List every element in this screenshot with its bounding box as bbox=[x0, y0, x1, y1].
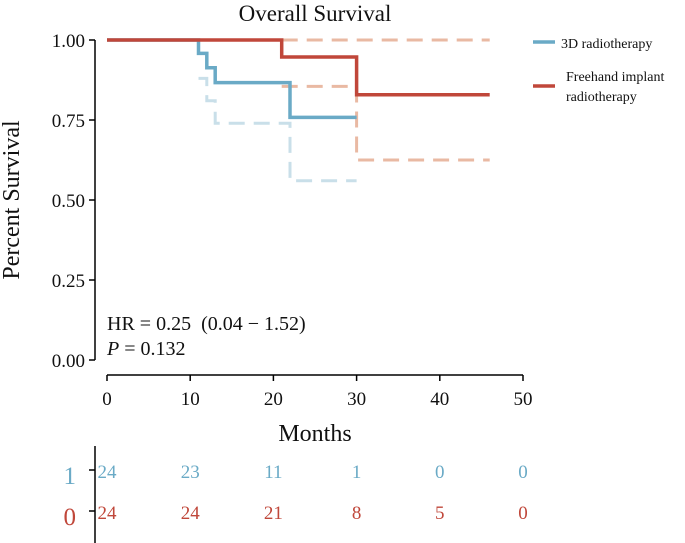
chart-title: Overall Survival bbox=[239, 1, 392, 26]
risk-count: 1 bbox=[352, 462, 362, 483]
risk-count: 23 bbox=[181, 462, 200, 483]
ci-lower-3d bbox=[198, 76, 357, 183]
p-value: = 0.132 bbox=[119, 338, 185, 360]
y-tick-label: 0.50 bbox=[52, 191, 85, 212]
legend-label-3d: 3D radiotherapy bbox=[561, 37, 652, 52]
x-tick-label: 10 bbox=[181, 389, 200, 410]
ci-lower-fh bbox=[281, 84, 490, 162]
x-axis-ticks: 0 10 20 30 40 50 bbox=[102, 375, 533, 410]
risk-count: 24 bbox=[98, 462, 118, 483]
p-value-annotation: P = 0.132 bbox=[106, 338, 186, 360]
x-tick-label: 30 bbox=[347, 389, 366, 410]
risk-count: 0 bbox=[518, 503, 528, 524]
risk-count: 0 bbox=[518, 462, 528, 483]
y-tick-label: 0.75 bbox=[52, 111, 85, 132]
y-tick-label: 0.25 bbox=[52, 271, 85, 292]
p-label: P bbox=[106, 338, 119, 360]
risk-count: 11 bbox=[264, 462, 282, 483]
x-tick-label: 0 bbox=[102, 389, 112, 410]
x-tick-label: 20 bbox=[264, 389, 283, 410]
x-axis-label: Months bbox=[278, 421, 351, 447]
y-tick-label: 0.00 bbox=[52, 351, 85, 372]
y-tick-label: 1.00 bbox=[52, 31, 85, 52]
x-tick-label: 50 bbox=[514, 389, 533, 410]
y-axis-label: Percent Survival bbox=[0, 120, 25, 280]
survival-curves bbox=[107, 38, 490, 120]
y-axis-ticks: 0.00 0.25 0.50 0.75 1.00 bbox=[52, 31, 95, 372]
risk-row-label: 0 bbox=[64, 504, 77, 531]
risk-count: 21 bbox=[264, 503, 283, 524]
risk-table: 1 24 23 11 1 0 00 24 24 21 8 5 0 bbox=[64, 462, 528, 531]
risk-count: 24 bbox=[98, 503, 118, 524]
x-tick-label: 40 bbox=[430, 389, 449, 410]
legend-label-freehand-line2: radiotherapy bbox=[566, 90, 637, 105]
risk-count: 0 bbox=[435, 462, 445, 483]
survival-line-3d bbox=[107, 38, 357, 120]
survival-line-fh bbox=[107, 38, 490, 97]
risk-count: 8 bbox=[352, 503, 362, 524]
legend-label-freehand-line1: Freehand implant bbox=[566, 70, 664, 85]
risk-count: 24 bbox=[181, 503, 201, 524]
legend: 3D radiotherapy Freehand implant radioth… bbox=[533, 37, 664, 105]
risk-count: 5 bbox=[435, 503, 445, 524]
risk-row-label: 1 bbox=[64, 463, 77, 490]
confidence-bands bbox=[198, 38, 490, 183]
hazard-ratio-annotation: HR = 0.25 (0.04 − 1.52) bbox=[107, 313, 306, 335]
